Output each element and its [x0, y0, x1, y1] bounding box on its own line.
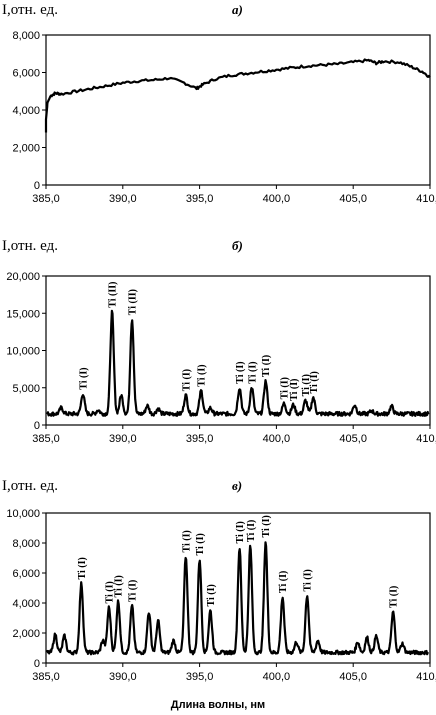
y-tick-label: 0 — [34, 658, 40, 670]
peak-label: Ti (I) — [77, 557, 88, 579]
peak-label: Ti (I) — [261, 515, 272, 537]
x-tick-label: 390,0 — [109, 671, 137, 683]
x-tick-label: 395,0 — [186, 671, 214, 683]
y-tick-label: 6,000 — [12, 68, 40, 80]
peak-label: Ti (I) — [389, 586, 400, 608]
peak-label: Ti (I) — [280, 377, 291, 399]
peak-label: Ti (I) — [235, 361, 246, 383]
peak-label: Ti (I) — [303, 569, 314, 591]
x-tick-label: 395,0 — [186, 433, 214, 445]
peak-label: Ti (I) — [104, 581, 115, 603]
peak-label: Ti (I) — [246, 520, 257, 542]
x-tick-label: 400,0 — [263, 671, 291, 683]
y-tick-label: 2,000 — [12, 628, 40, 640]
peak-label: Ti (I) — [309, 371, 320, 393]
y-axis-label: I,отн. ед. — [2, 2, 58, 18]
y-tick-label: 10,000 — [6, 508, 40, 520]
y-tick-label: 5,000 — [12, 383, 40, 395]
plot-frame — [45, 34, 431, 186]
x-tick-label: 410,0 — [416, 193, 436, 205]
peak-label: Ti (I) — [261, 355, 272, 377]
y-tick-label: 0 — [34, 420, 40, 432]
y-tick-label: 4,000 — [12, 105, 40, 117]
y-tick-label: 4,000 — [12, 598, 40, 610]
panel-label: в) — [232, 478, 242, 493]
peak-label: Ti (I) — [128, 580, 139, 602]
y-tick-label: 15,000 — [6, 308, 40, 320]
spectrum-line — [44, 58, 431, 133]
x-tick-label: 390,0 — [109, 433, 137, 445]
x-tick-label: 405,0 — [339, 671, 367, 683]
y-tick-label: 0 — [34, 180, 40, 192]
peak-label: Ti (I) — [114, 575, 125, 597]
spectrum-line — [46, 309, 430, 417]
peak-label: Ti (I) — [235, 521, 246, 543]
panel-label: а) — [232, 2, 243, 17]
peak-label: Ti (II) — [128, 289, 139, 315]
peak-label: Ti (I) — [181, 369, 192, 391]
y-tick-label: 8,000 — [12, 30, 40, 42]
peak-label: Ti (I) — [289, 379, 300, 401]
x-tick-label: 385,0 — [32, 193, 60, 205]
panel-label: б) — [232, 238, 243, 253]
x-tick-label: 390,0 — [109, 193, 137, 205]
peak-label: Ti (I) — [195, 533, 206, 555]
x-tick-label: 410,0 — [416, 671, 436, 683]
peak-label: Ti (I) — [206, 584, 217, 606]
x-tick-label: 410,0 — [416, 433, 436, 445]
plot-frame — [45, 512, 431, 664]
y-tick-label: 2,000 — [12, 143, 40, 155]
x-tick-label: 400,0 — [263, 193, 291, 205]
peak-label: Ti (II) — [108, 282, 119, 308]
peak-label: Ti (I) — [301, 374, 312, 396]
y-tick-label: 8,000 — [12, 538, 40, 550]
peak-label: Ti (I) — [78, 367, 89, 389]
x-tick-label: 400,0 — [263, 433, 291, 445]
y-axis-label: I,отн. ед. — [2, 238, 58, 254]
x-tick-label: 385,0 — [32, 671, 60, 683]
x-tick-label: 395,0 — [186, 193, 214, 205]
spectrum-line — [45, 541, 430, 656]
y-tick-label: 20,000 — [6, 271, 40, 283]
x-tick-label: 405,0 — [339, 193, 367, 205]
y-tick-label: 10,000 — [6, 346, 40, 358]
peak-label: Ti (I) — [197, 364, 208, 386]
x-tick-label: 385,0 — [32, 433, 60, 445]
x-tick-label: 405,0 — [339, 433, 367, 445]
y-axis-label: I,отн. ед. — [2, 478, 58, 494]
peak-label: Ti (I) — [181, 530, 192, 552]
y-tick-label: 6,000 — [12, 568, 40, 580]
peak-label: Ti (I) — [278, 571, 289, 593]
peak-label: Ti (I) — [247, 361, 258, 383]
x-axis-label: Длина волны, нм — [171, 699, 265, 711]
